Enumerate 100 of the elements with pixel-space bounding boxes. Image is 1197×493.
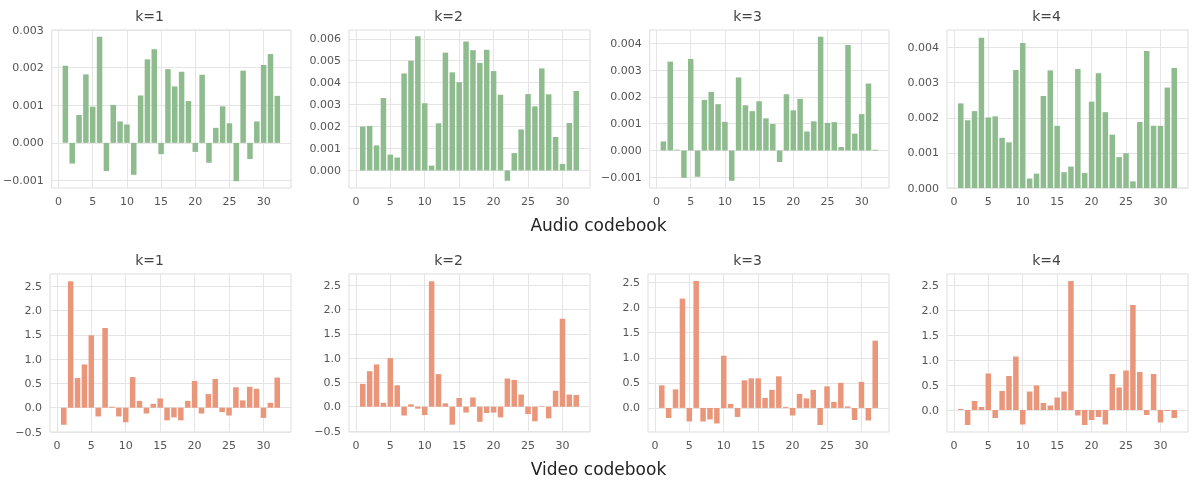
bar — [151, 49, 158, 143]
bar — [810, 389, 817, 408]
y-tick-label: 2.5 — [24, 279, 42, 293]
bar — [858, 381, 865, 408]
bar — [672, 389, 679, 408]
bar — [185, 101, 192, 143]
x-tick-label: 20 — [486, 195, 501, 208]
x-tick-label: 25 — [521, 195, 536, 208]
bar — [504, 378, 511, 407]
bar — [1095, 410, 1102, 417]
x-tick-label: 25 — [1119, 439, 1134, 452]
bar — [435, 123, 442, 171]
bar — [198, 407, 205, 414]
y-tick-label: 2.0 — [622, 301, 640, 315]
bar — [1088, 410, 1095, 420]
bar — [206, 142, 212, 163]
x-tick-label: 5 — [984, 195, 992, 208]
text: Video codebook — [530, 459, 667, 479]
bar — [694, 150, 701, 177]
x-tick-label: 5 — [687, 195, 695, 208]
bar — [734, 407, 741, 417]
bar — [964, 410, 971, 425]
y-tick-label: 1.5 — [622, 326, 640, 340]
bar — [729, 150, 735, 181]
chart-title: k=1 — [135, 252, 164, 268]
bar — [74, 378, 81, 408]
x-tick-label: 25 — [222, 439, 237, 452]
bar — [817, 407, 823, 425]
y-tick-label: 1.5 — [323, 327, 341, 341]
bar — [971, 401, 978, 410]
x-tick-label: 0 — [352, 439, 360, 452]
y-tick-label: 0.003 — [610, 63, 642, 77]
bar — [1102, 112, 1109, 188]
bar — [205, 394, 212, 408]
y-tick-label: 0.000 — [907, 181, 939, 195]
bar — [192, 142, 199, 152]
chart-title: k=3 — [733, 252, 762, 268]
bar — [687, 58, 694, 151]
bar — [1102, 410, 1109, 425]
x-tick-label: 30 — [1153, 195, 1168, 208]
bar — [865, 83, 872, 151]
y-tick-label: 0.5 — [921, 378, 939, 392]
bar — [741, 380, 748, 408]
bar — [380, 98, 387, 171]
y-tick-label: 2.0 — [323, 302, 341, 316]
y-tick-label: 0.5 — [323, 375, 341, 389]
y-tick-label: 0.001 — [12, 98, 44, 112]
bar — [679, 298, 686, 408]
chart-title: k=4 — [1032, 8, 1061, 24]
x-tick-label: 15 — [752, 195, 767, 208]
bar — [1150, 374, 1157, 410]
bar — [552, 390, 559, 407]
bar — [470, 397, 476, 407]
x-tick-label: 5 — [386, 195, 394, 208]
bar — [1095, 73, 1102, 188]
x-tick-label: 20 — [785, 439, 800, 452]
bar — [442, 52, 449, 171]
bar — [62, 65, 69, 143]
bar — [727, 403, 734, 408]
bar — [504, 170, 511, 181]
bar — [449, 406, 456, 425]
x-tick-label: 5 — [386, 439, 394, 452]
x-tick-label: 20 — [188, 195, 203, 208]
y-tick-label: 0.0 — [921, 403, 939, 417]
y-tick-label: 1.0 — [921, 353, 939, 367]
bar — [803, 398, 810, 408]
x-tick-label: 10 — [716, 439, 731, 452]
bar — [735, 77, 742, 151]
y-tick-label: 0.003 — [12, 23, 44, 37]
y-tick-label: −0.001 — [2, 173, 44, 187]
y-tick-label: 0.005 — [309, 54, 341, 68]
x-tick-label: 30 — [854, 439, 869, 452]
x-tick-label: 20 — [486, 439, 501, 452]
bar — [81, 364, 88, 408]
y-tick-label: 0.001 — [610, 117, 642, 131]
chart-title: k=2 — [434, 8, 463, 24]
text: Audio codebook — [530, 215, 667, 235]
bar — [985, 373, 992, 410]
y-tick-label: 2.0 — [921, 303, 939, 317]
y-tick-label: 0.002 — [309, 120, 341, 134]
bar — [1040, 403, 1047, 410]
x-tick-label: 25 — [820, 195, 835, 208]
x-tick-label: 25 — [1119, 195, 1134, 208]
bar — [401, 406, 407, 416]
bar — [1088, 101, 1095, 188]
bar — [373, 145, 380, 171]
y-tick-label: 0.006 — [309, 32, 341, 46]
bar — [456, 397, 462, 407]
bar — [61, 407, 67, 425]
bar — [681, 150, 687, 178]
y-tick-label: 0.000 — [610, 144, 642, 158]
x-tick-label: 10 — [417, 439, 432, 452]
bar — [253, 388, 260, 408]
y-tick-label: 0.0 — [622, 401, 640, 415]
bar — [490, 71, 497, 171]
bar — [191, 380, 198, 408]
y-tick-label: 1.5 — [24, 328, 42, 342]
bar — [226, 123, 233, 143]
bar — [233, 142, 240, 182]
bar — [559, 318, 566, 407]
